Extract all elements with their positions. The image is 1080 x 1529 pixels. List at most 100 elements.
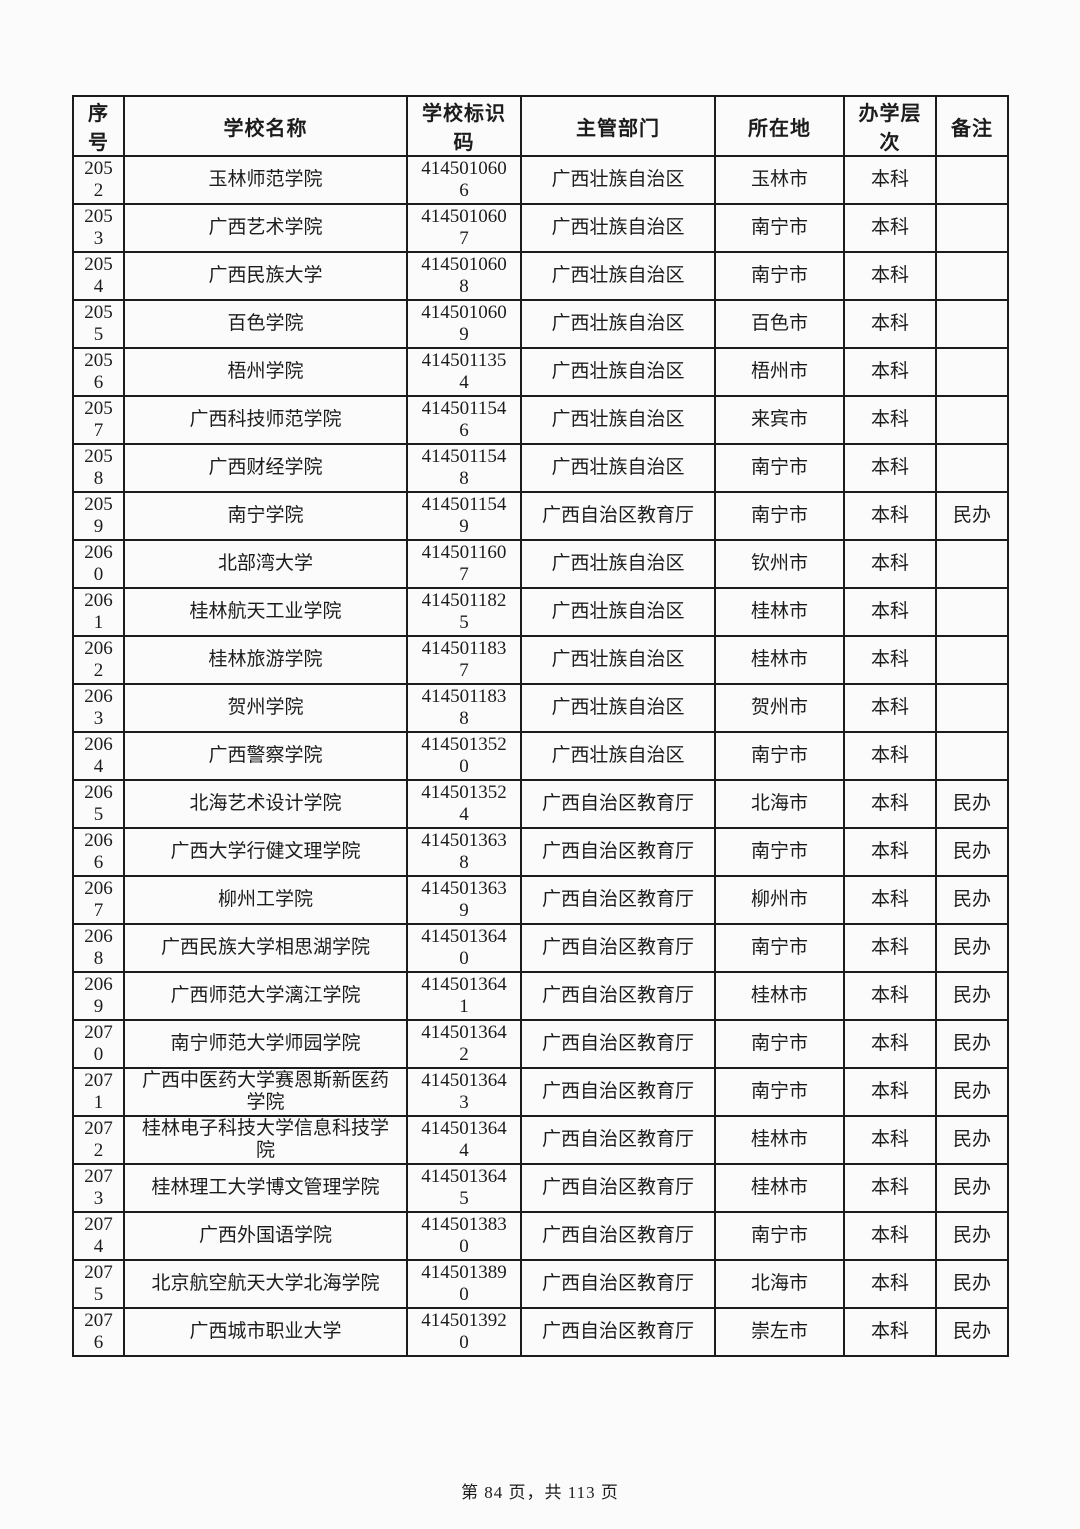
cell-authority: 广西壮族自治区: [520, 731, 716, 781]
table-row: 2057 广西科技师范学院 4145011546 广西壮族自治区 来宾市 本科: [72, 395, 1009, 445]
cell-authority: 广西自治区教育厅: [520, 1163, 716, 1213]
cell-school-code: 4145011548: [406, 443, 522, 493]
column-header-authority: 主管部门: [520, 95, 716, 157]
cell-authority: 广西壮族自治区: [520, 155, 716, 205]
cell-authority: 广西自治区教育厅: [520, 971, 716, 1021]
table-row: 2074 广西外国语学院 4145013830 广西自治区教育厅 南宁市 本科 民办: [72, 1211, 1009, 1261]
cell-school-name: 桂林航天工业学院: [123, 587, 408, 637]
table-row: 2052 玉林师范学院 4145010606 广西壮族自治区 玉林市 本科: [72, 155, 1009, 205]
table-body: 2052 玉林师范学院 4145010606 广西壮族自治区 玉林市 本科 2053 广西艺术…: [72, 155, 1009, 1357]
cell-school-code: 4145013638: [406, 827, 522, 877]
cell-authority: 广西壮族自治区: [520, 683, 716, 733]
table-row: 2075 北京航空航天大学北海学院 4145013890 广西自治区教育厅 北海市 本科民…: [72, 1259, 1009, 1309]
cell-level: 本科: [843, 683, 937, 733]
cell-level: 本科: [843, 635, 937, 685]
cell-school-code: 4145010608: [406, 251, 522, 301]
cell-authority: 广西壮族自治区: [520, 443, 716, 493]
cell-school-code: 4145013642: [406, 1019, 522, 1069]
cell-remarks: [935, 395, 1009, 445]
cell-level: 本科: [843, 731, 937, 781]
column-header-remarks: 备注: [935, 95, 1009, 157]
cell-authority: 广西壮族自治区: [520, 587, 716, 637]
cell-school-name: 广西民族大学: [123, 251, 408, 301]
cell-authority: 广西自治区教育厅: [520, 491, 716, 541]
cell-location: 梧州市: [714, 347, 845, 397]
cell-remarks: [935, 347, 1009, 397]
cell-school-code: 4145013641: [406, 971, 522, 1021]
table-row: 2062 桂林旅游学院 4145011837 广西壮族自治区 桂林市 本科: [72, 635, 1009, 685]
cell-school-name: 广西艺术学院: [123, 203, 408, 253]
cell-school-name: 广西警察学院: [123, 731, 408, 781]
cell-school-name: 南宁学院: [123, 491, 408, 541]
cell-school-code: 4145011838: [406, 683, 522, 733]
cell-school-code: 4145011546: [406, 395, 522, 445]
school-list-table: 序号 学校名称 学校标识码 主管部门 所在地 办学层次 备注 2052 玉林师范学院 41450…: [72, 95, 1009, 1357]
cell-school-name: 广西科技师范学院: [123, 395, 408, 445]
cell-school-code: 4145013644: [406, 1115, 522, 1165]
table-row: 2059 南宁学院 4145011549 广西自治区教育厅 南宁市 本科 民办: [72, 491, 1009, 541]
cell-school-code: 4145011549: [406, 491, 522, 541]
cell-authority: 广西壮族自治区: [520, 251, 716, 301]
cell-location: 南宁市: [714, 203, 845, 253]
cell-level: 本科: [843, 491, 937, 541]
cell-school-code: 4145010607: [406, 203, 522, 253]
cell-location: 南宁市: [714, 443, 845, 493]
cell-school-name: 广西财经学院: [123, 443, 408, 493]
cell-remarks: 民办: [935, 875, 1009, 925]
cell-authority: 广西自治区教育厅: [520, 1259, 716, 1309]
cell-remarks: [935, 587, 1009, 637]
cell-school-code: 4145013524: [406, 779, 522, 829]
cell-authority: 广西自治区教育厅: [520, 875, 716, 925]
cell-authority: 广西自治区教育厅: [520, 1115, 716, 1165]
cell-authority: 广西自治区教育厅: [520, 1019, 716, 1069]
cell-seq: 2071: [72, 1067, 125, 1117]
cell-remarks: 民办: [935, 1067, 1009, 1117]
cell-remarks: 民办: [935, 491, 1009, 541]
cell-remarks: [935, 683, 1009, 733]
cell-remarks: 民办: [935, 1115, 1009, 1165]
cell-location: 南宁市: [714, 923, 845, 973]
cell-school-name: 广西中医药大学赛恩斯新医药学院: [123, 1067, 408, 1117]
cell-location: 桂林市: [714, 587, 845, 637]
cell-seq: 2061: [72, 587, 125, 637]
cell-seq: 2060: [72, 539, 125, 589]
cell-authority: 广西自治区教育厅: [520, 1067, 716, 1117]
cell-school-name: 广西大学行健文理学院: [123, 827, 408, 877]
column-header-location: 所在地: [714, 95, 845, 157]
cell-location: 贺州市: [714, 683, 845, 733]
cell-school-name: 北海艺术设计学院: [123, 779, 408, 829]
cell-remarks: 民办: [935, 827, 1009, 877]
cell-seq: 2068: [72, 923, 125, 973]
cell-level: 本科: [843, 1211, 937, 1261]
cell-remarks: [935, 731, 1009, 781]
cell-school-name: 玉林师范学院: [123, 155, 408, 205]
cell-level: 本科: [843, 155, 937, 205]
cell-remarks: [935, 635, 1009, 685]
cell-seq: 2054: [72, 251, 125, 301]
cell-seq: 2069: [72, 971, 125, 1021]
cell-seq: 2065: [72, 779, 125, 829]
cell-location: 北海市: [714, 1259, 845, 1309]
cell-school-name: 广西民族大学相思湖学院: [123, 923, 408, 973]
cell-location: 南宁市: [714, 251, 845, 301]
cell-school-code: 4145013830: [406, 1211, 522, 1261]
cell-remarks: [935, 251, 1009, 301]
cell-level: 本科: [843, 971, 937, 1021]
cell-level: 本科: [843, 779, 937, 829]
cell-location: 钦州市: [714, 539, 845, 589]
cell-seq: 2074: [72, 1211, 125, 1261]
cell-level: 本科: [843, 1307, 937, 1357]
cell-school-code: 4145011825: [406, 587, 522, 637]
cell-location: 桂林市: [714, 1115, 845, 1165]
cell-location: 南宁市: [714, 1019, 845, 1069]
cell-school-code: 4145013643: [406, 1067, 522, 1117]
table-row: 2071 广西中医药大学赛恩斯新医药学院 4145013643 广西自治区教育厅 南宁市…: [72, 1067, 1009, 1117]
cell-school-name: 广西城市职业大学: [123, 1307, 408, 1357]
cell-level: 本科: [843, 827, 937, 877]
cell-level: 本科: [843, 299, 937, 349]
cell-location: 南宁市: [714, 827, 845, 877]
table-row: 2066 广西大学行健文理学院 4145013638 广西自治区教育厅 南宁市 本科 民办: [72, 827, 1009, 877]
cell-authority: 广西自治区教育厅: [520, 827, 716, 877]
cell-school-code: 4145011837: [406, 635, 522, 685]
cell-remarks: [935, 539, 1009, 589]
